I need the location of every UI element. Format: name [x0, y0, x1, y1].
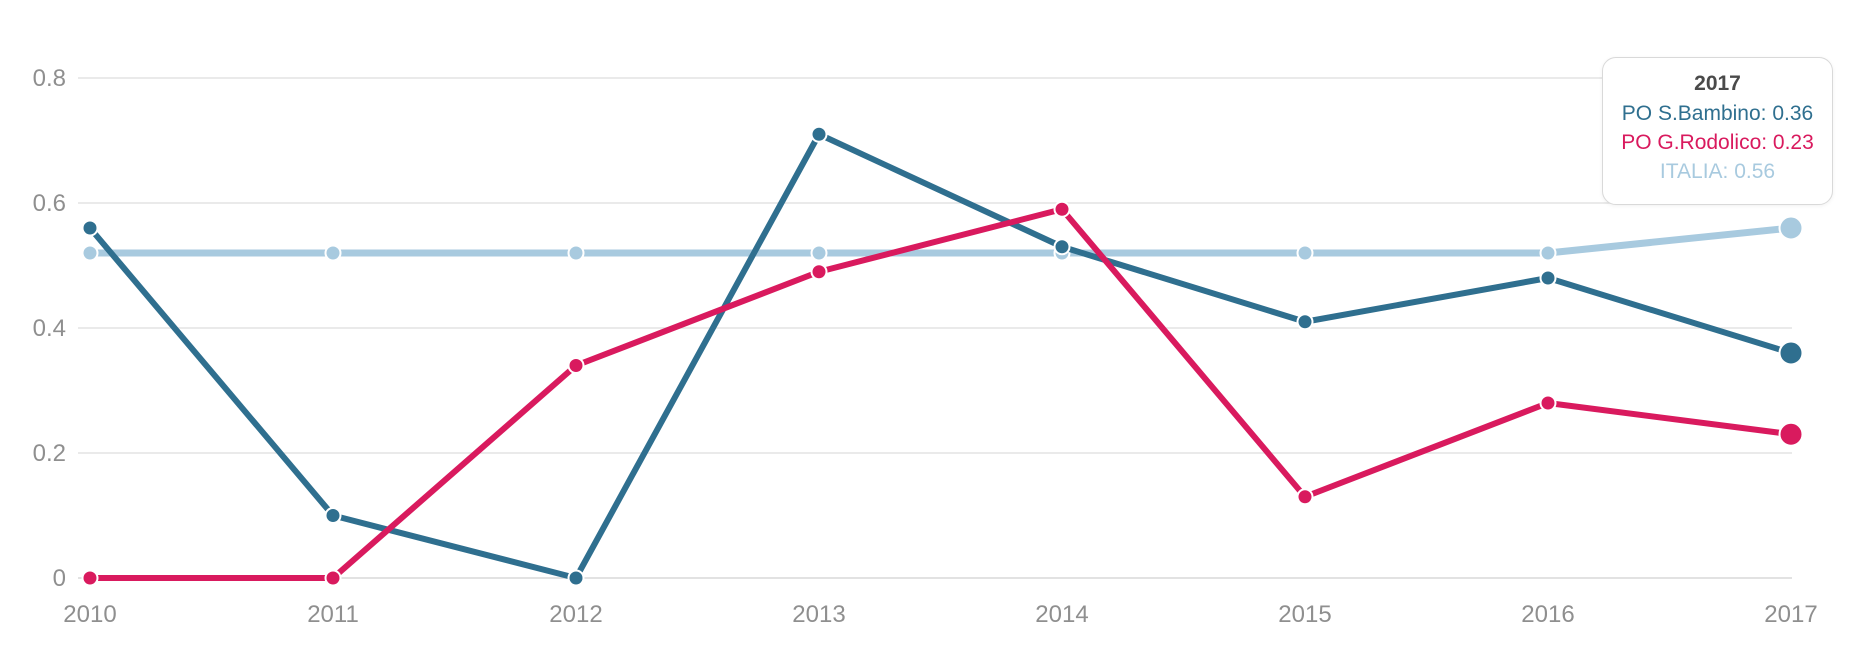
- data-point-po-s-bambino[interactable]: [567, 569, 585, 587]
- y-axis-label: 0.4: [33, 315, 66, 342]
- data-point-po-s-bambino[interactable]: [81, 219, 99, 237]
- data-point-po-g-rodolico[interactable]: [1539, 394, 1557, 412]
- data-point-po-g-rodolico[interactable]: [1778, 421, 1804, 447]
- data-point-po-g-rodolico[interactable]: [1296, 488, 1314, 506]
- data-point-po-g-rodolico[interactable]: [810, 263, 828, 281]
- tooltip-title: 2017: [1694, 72, 1741, 95]
- tooltip-row-bambino: PO S.Bambino: 0.36: [1621, 102, 1814, 125]
- data-point-italia[interactable]: [81, 244, 99, 262]
- data-point-po-s-bambino[interactable]: [324, 507, 342, 524]
- x-axis-label: 2013: [792, 601, 845, 628]
- x-axis-label: 2011: [307, 601, 359, 628]
- series-line-po-g-rodolico[interactable]: [87, 206, 1794, 581]
- y-axis-label: 0.2: [33, 440, 66, 467]
- series-line-po-s-bambino[interactable]: [87, 131, 1794, 581]
- data-point-po-s-bambino[interactable]: [1053, 238, 1071, 256]
- data-point-italia[interactable]: [1539, 244, 1557, 262]
- data-point-italia[interactable]: [324, 244, 342, 262]
- x-axis-label: 2014: [1035, 601, 1088, 628]
- chart-tooltip: 2017 PO S.Bambino: 0.36 PO G.Rodolico: 0…: [1602, 57, 1833, 205]
- x-axis-label: 2017: [1764, 601, 1817, 628]
- data-point-italia[interactable]: [1778, 215, 1804, 241]
- y-axis-label: 0.6: [33, 190, 66, 217]
- data-point-po-g-rodolico[interactable]: [324, 569, 342, 587]
- tooltip-row-rodolico: PO G.Rodolico: 0.23: [1621, 131, 1814, 154]
- data-point-po-s-bambino[interactable]: [1296, 313, 1314, 331]
- series-line-italia[interactable]: [86, 224, 1795, 257]
- data-point-italia[interactable]: [1296, 244, 1314, 262]
- y-axis-label: 0: [53, 565, 66, 592]
- data-point-po-g-rodolico[interactable]: [1053, 200, 1071, 218]
- x-axis-label: 2010: [63, 601, 116, 628]
- data-point-italia[interactable]: [810, 244, 828, 262]
- tooltip-row-italia: ITALIA: 0.56: [1659, 160, 1776, 183]
- y-axis-label: 0.8: [33, 65, 66, 92]
- x-axis-label: 2015: [1278, 601, 1331, 628]
- data-point-po-g-rodolico[interactable]: [567, 357, 585, 374]
- x-axis-label: 2016: [1521, 601, 1574, 628]
- data-point-po-s-bambino[interactable]: [1778, 340, 1804, 366]
- data-point-italia[interactable]: [567, 244, 585, 262]
- data-point-po-s-bambino[interactable]: [1539, 269, 1557, 287]
- data-point-po-s-bambino[interactable]: [810, 125, 828, 143]
- data-point-po-g-rodolico[interactable]: [81, 569, 99, 587]
- x-axis-label: 2012: [549, 601, 602, 628]
